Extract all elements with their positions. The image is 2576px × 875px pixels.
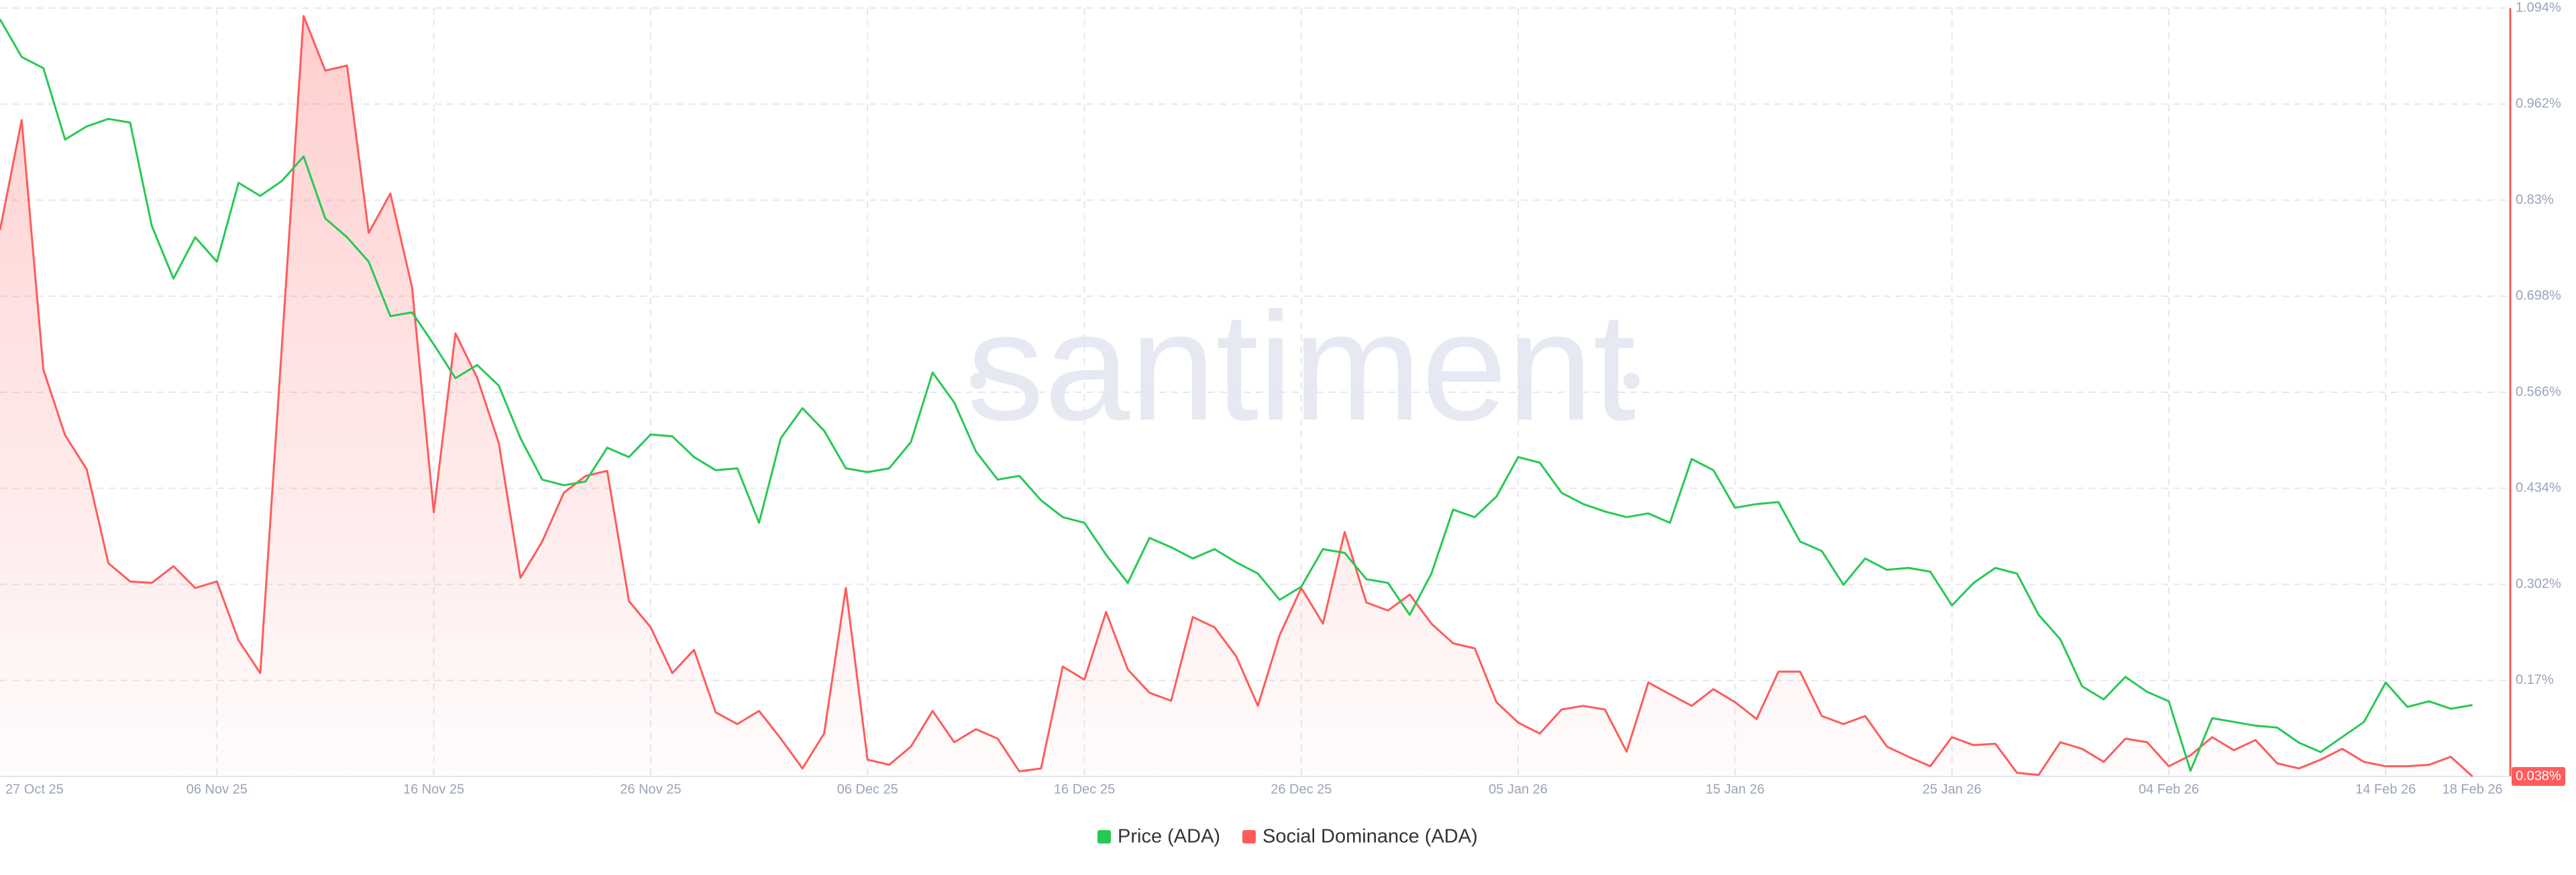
y2-tick-label: 0.434%	[2516, 481, 2561, 495]
x-tick-label: 26 Nov 25	[620, 782, 681, 797]
x-tick-label: 15 Jan 26	[1705, 782, 1764, 797]
x-tick-label: 26 Dec 25	[1271, 782, 1332, 797]
x-tick-label: 06 Nov 25	[186, 782, 248, 797]
x-tick-label: 14 Feb 26	[2355, 782, 2416, 797]
y2-tick-label: 0.83%	[2516, 192, 2554, 207]
legend-swatch	[1242, 830, 1256, 843]
x-tick-label: 27 Oct 25	[5, 782, 64, 797]
watermark-dot	[1623, 373, 1640, 389]
x-tick-label: 04 Feb 26	[2139, 782, 2199, 797]
legend-label: Price (ADA)	[1118, 826, 1220, 848]
x-tick-label: 16 Dec 25	[1054, 782, 1115, 797]
y2-tick-label: 0.302%	[2516, 577, 2561, 591]
watermark: santiment	[967, 280, 1635, 453]
watermark-dot	[970, 373, 986, 389]
line	[0, 19, 2473, 772]
x-tick-label: 18 Feb 26	[2443, 782, 2503, 797]
x-tick-label: 25 Jan 26	[1923, 782, 1982, 797]
area	[0, 15, 2473, 776]
x-tick-label: 06 Dec 25	[837, 782, 898, 797]
legend-label: Social Dominance (ADA)	[1263, 826, 1478, 848]
y2-tick-label: 0.038%	[2516, 768, 2561, 783]
y2-tick-label: 0.698%	[2516, 288, 2561, 303]
x-tick-label: 16 Nov 25	[403, 782, 464, 797]
y2-tick-label: 0.962%	[2516, 97, 2561, 111]
legend-swatch	[1097, 830, 1111, 843]
line	[0, 15, 2473, 778]
last-value-box	[2512, 767, 2565, 786]
x-tick-label: 05 Jan 26	[1489, 782, 1548, 797]
y2-tick-label: 0.17%	[2516, 673, 2554, 687]
y2-tick-label: 1.094%	[2516, 0, 2561, 15]
y2-tick-label: 0.566%	[2516, 384, 2561, 399]
